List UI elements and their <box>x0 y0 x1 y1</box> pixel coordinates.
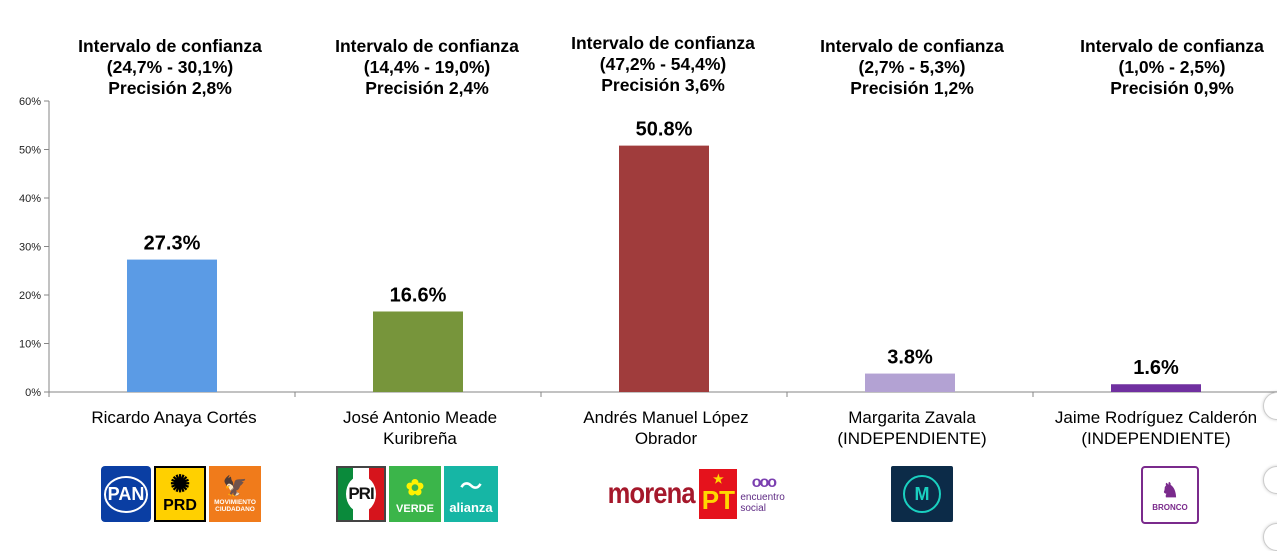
pri-logo: PRI <box>336 466 386 522</box>
bars-group <box>127 145 1201 392</box>
bar <box>619 145 709 392</box>
margarita-zavala-logo: M <box>891 466 953 522</box>
y-tick-label: 40% <box>19 193 41 205</box>
logos-meade: PRI ✿ VERDE 〜 alianza <box>336 466 498 522</box>
y-tick-label: 60% <box>19 96 41 108</box>
category-line: (INDEPENDIENTE) <box>1081 429 1231 448</box>
bar <box>1111 384 1201 392</box>
y-tick-label: 10% <box>19 339 41 351</box>
pan-logo: PAN <box>101 466 151 522</box>
ci-range: (24,7% - 30,1%) <box>106 57 234 77</box>
category-line: Kuribreña <box>383 429 457 448</box>
ci-title: Intervalo de confianza <box>78 36 262 56</box>
category-line: Obrador <box>634 429 698 448</box>
bar <box>127 259 217 392</box>
verde-logo: ✿ VERDE <box>389 466 441 522</box>
confidence-interval-zavala: Intervalo de confianza (2,7% - 5,3%) Pre… <box>787 36 1037 99</box>
prd-logo: ✺ PRD <box>154 466 206 522</box>
category-label-lopez-obrador: Andrés Manuel López Obrador <box>543 407 789 449</box>
nueva-alianza-logo: 〜 alianza <box>444 466 498 522</box>
data-label: 1.6% <box>1133 357 1179 379</box>
logos-lopez-obrador: morena ★ PT ооо encuentro social <box>590 466 786 522</box>
bar <box>865 373 955 392</box>
ci-precision: Precisión 3,6% <box>601 75 725 95</box>
confidence-interval-lopez-obrador: Intervalo de confianza (47,2% - 54,4%) P… <box>538 33 788 96</box>
ci-range: (1,0% - 2,5%) <box>1118 57 1226 77</box>
ci-title: Intervalo de confianza <box>820 36 1004 56</box>
category-line: Andrés Manuel López <box>583 408 749 427</box>
category-line: (INDEPENDIENTE) <box>837 429 987 448</box>
category-line: José Antonio Meade <box>342 408 498 427</box>
bar <box>373 311 463 392</box>
logos-zavala: M <box>891 466 953 522</box>
movimiento-ciudadano-logo: 🦅 MOVIMIENTO CIUDADANO <box>209 466 261 522</box>
y-tick-label: 20% <box>19 290 41 302</box>
data-labels-group: 27.3% 16.6% 50.8% 3.8% 1.6% <box>144 119 1179 380</box>
data-label: 27.3% <box>144 233 201 255</box>
y-tick-label: 0% <box>25 387 41 399</box>
ci-title: Intervalo de confianza <box>335 36 519 56</box>
ci-range: (14,4% - 19,0%) <box>363 57 491 77</box>
encuentro-social-logo: ооо encuentro social <box>740 474 785 514</box>
confidence-interval-rodriguez: Intervalo de confianza (1,0% - 2,5%) Pre… <box>1047 36 1277 99</box>
y-tick-label: 50% <box>19 145 41 157</box>
y-axis: 0% 10% 20% 30% 40% 50% 60% <box>19 96 1277 399</box>
logos-rodriguez: ♞ BRONCO <box>1141 466 1199 524</box>
ci-range: (2,7% - 5,3%) <box>858 57 966 77</box>
data-label: 3.8% <box>887 347 933 369</box>
category-label-meade: José Antonio Meade Kuribreña <box>297 407 543 449</box>
pt-logo: ★ PT <box>699 469 738 519</box>
category-label-rodriguez: Jaime Rodríguez Calderón (INDEPENDIENTE) <box>1033 407 1277 449</box>
confidence-interval-meade: Intervalo de confianza (14,4% - 19,0%) P… <box>302 36 552 99</box>
category-line: Margarita Zavala <box>848 408 976 427</box>
confidence-interval-anaya: Intervalo de confianza (24,7% - 30,1%) P… <box>45 36 295 99</box>
ci-precision: Precisión 0,9% <box>1110 78 1234 98</box>
y-tick-label: 30% <box>19 242 41 254</box>
ci-precision: Precisión 1,2% <box>850 78 974 98</box>
data-label: 16.6% <box>390 284 447 306</box>
category-line: Jaime Rodríguez Calderón <box>1054 408 1258 427</box>
ci-title: Intervalo de confianza <box>1080 36 1264 56</box>
logos-anaya: PAN ✺ PRD 🦅 MOVIMIENTO CIUDADANO <box>101 466 261 522</box>
ci-precision: Precisión 2,4% <box>365 78 489 98</box>
bronco-logo: ♞ BRONCO <box>1141 466 1199 524</box>
morena-logo: morena <box>607 477 696 510</box>
category-line: Ricardo Anaya Cortés <box>91 408 257 427</box>
category-label-zavala: Margarita Zavala (INDEPENDIENTE) <box>789 407 1035 449</box>
category-label-anaya: Ricardo Anaya Cortés <box>51 407 297 428</box>
ci-range: (47,2% - 54,4%) <box>599 54 727 74</box>
ci-title: Intervalo de confianza <box>571 33 755 53</box>
data-label: 50.8% <box>636 119 693 141</box>
ci-precision: Precisión 2,8% <box>108 78 232 98</box>
